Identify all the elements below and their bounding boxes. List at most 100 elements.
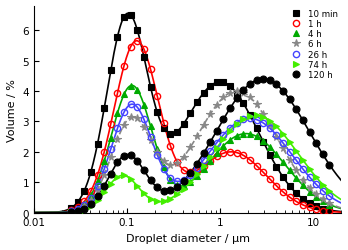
1 h	[168, 145, 173, 148]
6 h	[314, 193, 318, 196]
120 h	[175, 186, 179, 188]
26 h	[261, 122, 265, 125]
4 h	[162, 166, 166, 169]
120 h	[109, 172, 113, 176]
4 h	[122, 94, 126, 96]
4 h	[102, 160, 106, 163]
4 h	[268, 146, 272, 149]
10 min	[235, 92, 239, 96]
4 h	[149, 125, 153, 128]
74 h	[182, 188, 186, 190]
10 min	[149, 86, 153, 89]
6 h	[155, 151, 159, 154]
120 h	[89, 203, 93, 206]
74 h	[102, 191, 106, 194]
10 min	[301, 198, 305, 200]
1 h	[241, 154, 245, 157]
6 h	[122, 124, 126, 127]
26 h	[208, 150, 212, 153]
10 min	[327, 209, 332, 212]
26 h	[149, 136, 153, 139]
74 h	[115, 176, 119, 179]
26 h	[115, 128, 119, 130]
6 h	[274, 136, 278, 138]
26 h	[308, 176, 312, 179]
10 min	[188, 112, 192, 115]
10 min	[208, 85, 212, 88]
6 h	[188, 146, 192, 149]
10 min	[135, 29, 139, 32]
1 h	[182, 169, 186, 172]
1 h	[301, 204, 305, 206]
74 h	[301, 159, 305, 162]
120 h	[327, 164, 332, 166]
6 h	[208, 113, 212, 116]
74 h	[168, 197, 173, 200]
120 h	[248, 83, 252, 86]
1 h	[327, 210, 332, 213]
74 h	[69, 211, 73, 214]
4 h	[109, 136, 113, 140]
26 h	[109, 148, 113, 151]
1 h	[248, 159, 252, 162]
1 h	[82, 200, 86, 203]
1 h	[188, 171, 192, 174]
120 h	[321, 153, 325, 156]
10 min	[195, 102, 199, 104]
4 h	[128, 85, 133, 88]
6 h	[254, 104, 259, 106]
26 h	[221, 134, 226, 137]
4 h	[287, 169, 292, 172]
1 h	[128, 46, 133, 49]
10 min	[261, 140, 265, 143]
120 h	[287, 98, 292, 102]
4 h	[82, 203, 86, 206]
74 h	[261, 116, 265, 119]
26 h	[321, 190, 325, 192]
10 min	[168, 133, 173, 136]
74 h	[268, 120, 272, 123]
6 h	[327, 202, 332, 205]
26 h	[122, 111, 126, 114]
26 h	[155, 154, 159, 156]
120 h	[268, 80, 272, 82]
X-axis label: Droplet diameter / μm: Droplet diameter / μm	[126, 233, 250, 243]
10 min	[201, 92, 206, 95]
10 min	[287, 185, 292, 188]
74 h	[188, 181, 192, 184]
6 h	[115, 138, 119, 141]
10 min	[89, 170, 93, 173]
4 h	[69, 210, 73, 213]
120 h	[82, 207, 86, 210]
74 h	[248, 115, 252, 118]
1 h	[208, 160, 212, 163]
10 min	[162, 127, 166, 130]
1 h	[162, 122, 166, 125]
10 min	[182, 123, 186, 126]
120 h	[301, 120, 305, 122]
Y-axis label: Volume / %: Volume / %	[7, 78, 17, 141]
26 h	[314, 183, 318, 186]
74 h	[155, 200, 159, 203]
74 h	[321, 183, 325, 186]
74 h	[241, 118, 245, 121]
26 h	[201, 159, 206, 162]
74 h	[149, 198, 153, 201]
1 h	[89, 190, 93, 193]
Line: 10 min: 10 min	[68, 13, 332, 213]
1 h	[122, 65, 126, 68]
26 h	[188, 174, 192, 177]
120 h	[314, 142, 318, 145]
26 h	[254, 118, 259, 122]
6 h	[82, 205, 86, 208]
4 h	[241, 133, 245, 136]
74 h	[274, 126, 278, 128]
6 h	[235, 90, 239, 93]
74 h	[82, 208, 86, 212]
74 h	[294, 150, 298, 153]
1 h	[142, 48, 146, 51]
120 h	[261, 78, 265, 81]
120 h	[162, 190, 166, 192]
6 h	[168, 164, 173, 167]
4 h	[188, 181, 192, 184]
